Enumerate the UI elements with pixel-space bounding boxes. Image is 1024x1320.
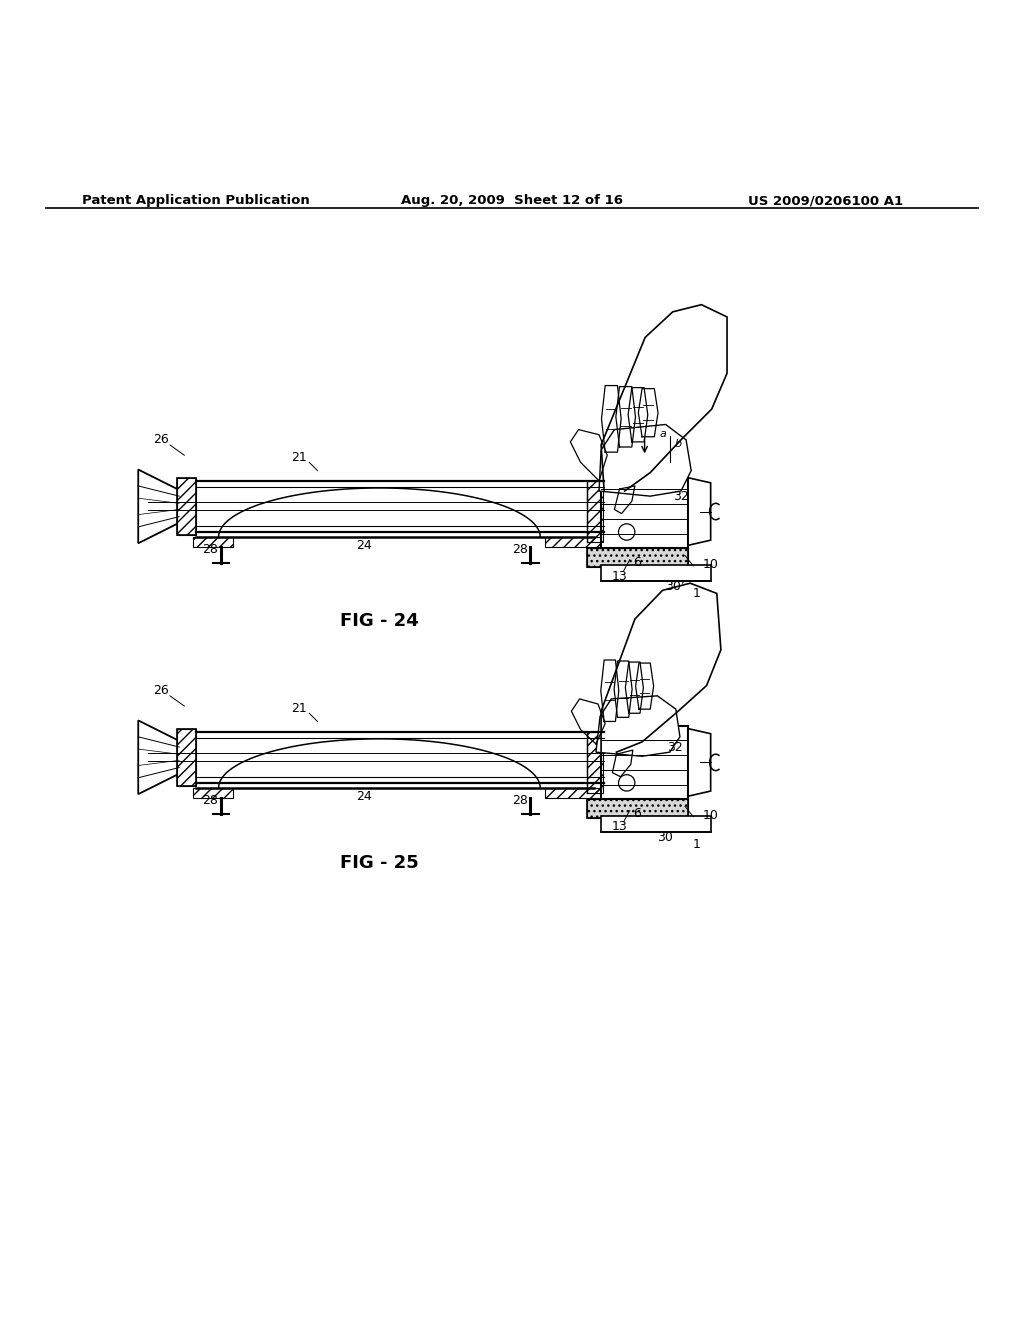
FancyBboxPatch shape bbox=[587, 800, 688, 817]
FancyBboxPatch shape bbox=[177, 478, 196, 535]
Text: 6: 6 bbox=[633, 807, 641, 820]
Text: 28: 28 bbox=[512, 543, 528, 556]
Text: 32: 32 bbox=[667, 741, 683, 754]
FancyBboxPatch shape bbox=[601, 475, 688, 548]
Text: 28: 28 bbox=[202, 793, 218, 807]
Text: a: a bbox=[659, 429, 667, 438]
FancyBboxPatch shape bbox=[601, 726, 688, 800]
Text: 26: 26 bbox=[153, 684, 169, 697]
Text: 13: 13 bbox=[611, 821, 628, 833]
Text: 26: 26 bbox=[153, 433, 169, 446]
Text: FIG - 25: FIG - 25 bbox=[340, 854, 418, 871]
Polygon shape bbox=[596, 696, 680, 756]
Text: b: b bbox=[675, 440, 682, 449]
Text: Patent Application Publication: Patent Application Publication bbox=[82, 194, 309, 207]
Polygon shape bbox=[688, 478, 711, 545]
Polygon shape bbox=[599, 425, 691, 496]
Polygon shape bbox=[138, 470, 179, 544]
Polygon shape bbox=[138, 721, 179, 795]
Text: 10: 10 bbox=[702, 558, 719, 572]
FancyBboxPatch shape bbox=[601, 565, 711, 581]
Text: 24: 24 bbox=[355, 789, 372, 803]
FancyBboxPatch shape bbox=[177, 729, 196, 785]
Text: 32: 32 bbox=[673, 490, 689, 503]
Text: 13: 13 bbox=[611, 569, 628, 582]
Text: 1: 1 bbox=[692, 587, 700, 599]
Text: 30’: 30’ bbox=[665, 579, 685, 593]
Text: 6: 6 bbox=[633, 556, 641, 569]
FancyBboxPatch shape bbox=[587, 548, 688, 566]
Text: FIG - 24: FIG - 24 bbox=[340, 612, 418, 630]
Text: 21: 21 bbox=[291, 702, 307, 714]
Text: 1: 1 bbox=[692, 838, 700, 851]
Text: Aug. 20, 2009  Sheet 12 of 16: Aug. 20, 2009 Sheet 12 of 16 bbox=[401, 194, 623, 207]
Polygon shape bbox=[688, 729, 711, 796]
Text: US 2009/0206100 A1: US 2009/0206100 A1 bbox=[748, 194, 902, 207]
Text: 21: 21 bbox=[291, 450, 307, 463]
FancyBboxPatch shape bbox=[601, 816, 711, 832]
Text: 28: 28 bbox=[202, 543, 218, 556]
Text: 30: 30 bbox=[656, 830, 673, 843]
Text: 10: 10 bbox=[702, 809, 719, 822]
Text: 28: 28 bbox=[512, 793, 528, 807]
Text: 24: 24 bbox=[355, 539, 372, 552]
